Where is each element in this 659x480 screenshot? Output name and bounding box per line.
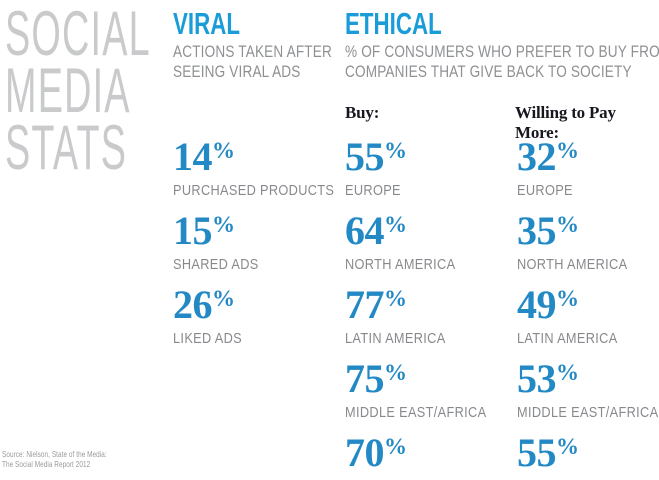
- ethical-section-header: ETHICAL % OF CONSUMERS WHO PREFER TO BUY…: [345, 6, 659, 81]
- willing-column-header: Willing to Pay More:: [515, 103, 616, 142]
- stat-label: EUROPE: [517, 182, 659, 199]
- stat-number: 35: [517, 208, 557, 253]
- percent-sign: %: [556, 360, 579, 385]
- stat-label: LATIN AMERICA: [517, 330, 659, 347]
- stat-label: NORTH AMERICA: [345, 256, 511, 273]
- stat-number: 32: [517, 134, 557, 179]
- page-title-line-3: STATS: [5, 113, 128, 183]
- stat-label-text: NORTH AMERICA: [517, 256, 628, 273]
- stat-row-willing-asia-pacific: 55% ASIA PACIFIC: [517, 433, 659, 480]
- stat-value: 53%: [517, 359, 659, 403]
- stat-row-viral-liked: 26% LIKED ADS: [173, 285, 363, 347]
- ethical-heading-text: ETHICAL: [345, 6, 442, 41]
- viral-subtitle-line-2: SEEING VIRAL ADS: [173, 61, 301, 81]
- source-line-1: Source: Nielson, State of the Media:: [2, 449, 107, 459]
- stat-row-viral-shared: 15% SHARED ADS: [173, 211, 363, 273]
- percent-sign: %: [212, 286, 235, 311]
- stat-label-text: MIDDLE EAST/AFRICA: [345, 404, 487, 421]
- stat-label: MIDDLE EAST/AFRICA: [345, 404, 511, 421]
- stat-label: NORTH AMERICA: [517, 256, 659, 273]
- ethical-subtitle-line-2: COMPANIES THAT GIVE BACK TO SOCIETY: [345, 61, 632, 81]
- stat-label: LIKED ADS: [173, 330, 363, 347]
- stat-value: 77%: [345, 285, 511, 329]
- stat-label-text: EUROPE: [517, 182, 573, 199]
- stat-number: 14: [173, 134, 213, 179]
- stat-value: 35%: [517, 211, 659, 255]
- percent-sign: %: [556, 286, 579, 311]
- stat-value: 14%: [173, 137, 363, 181]
- stat-number: 77: [345, 282, 385, 327]
- ethical-subtitle-line-1: % OF CONSUMERS WHO PREFER TO BUY FROM: [345, 42, 659, 61]
- page-title: SOCIAL MEDIA STATS: [5, 0, 248, 183]
- stat-label-text: NORTH AMERICA: [345, 256, 456, 273]
- stat-number: 49: [517, 282, 557, 327]
- viral-subtitle-line-1: ACTIONS TAKEN AFTER: [173, 42, 332, 61]
- percent-sign: %: [384, 286, 407, 311]
- percent-sign: %: [212, 212, 235, 237]
- stat-label-text: MIDDLE EAST/AFRICA: [517, 404, 659, 421]
- stat-row-willing-north-america: 35% NORTH AMERICA: [517, 211, 659, 273]
- stat-number: 55: [517, 430, 557, 475]
- percent-sign: %: [556, 434, 579, 459]
- stat-label-text: LATIN AMERICA: [345, 330, 446, 347]
- stat-value: 15%: [173, 211, 363, 255]
- stat-row-viral-purchased: 14% PURCHASED PRODUCTS: [173, 137, 363, 199]
- stat-label: PURCHASED PRODUCTS: [173, 182, 363, 199]
- stat-row-willing-europe: 32% EUROPE: [517, 137, 659, 199]
- stat-number: 15: [173, 208, 213, 253]
- stat-label: EUROPE: [345, 182, 511, 199]
- stat-value: 26%: [173, 285, 363, 329]
- stat-number: 55: [345, 134, 385, 179]
- source-line-2: The Social Media Report 2012: [2, 458, 91, 469]
- page-title-line-2: MEDIA: [5, 56, 131, 126]
- buy-column-header: Buy:: [345, 103, 380, 122]
- percent-sign: %: [212, 138, 235, 163]
- percent-sign: %: [384, 360, 407, 385]
- stat-number: 64: [345, 208, 385, 253]
- stat-label: MIDDLE EAST/AFRICA: [517, 404, 659, 421]
- stat-row-buy-north-america: 64% NORTH AMERICA: [345, 211, 511, 273]
- percent-sign: %: [384, 138, 407, 163]
- ethical-subtitle: % OF CONSUMERS WHO PREFER TO BUY FROM CO…: [345, 42, 659, 81]
- percent-sign: %: [556, 212, 579, 237]
- stat-row-buy-latin-america: 77% LATIN AMERICA: [345, 285, 511, 347]
- buy-stats-column: 55% EUROPE 64% NORTH AMERICA 77% LATIN A…: [345, 137, 511, 480]
- stat-value: 55%: [345, 137, 511, 181]
- percent-sign: %: [556, 138, 579, 163]
- stat-label-text: SHARED ADS: [173, 256, 259, 273]
- stat-label-text: LATIN AMERICA: [517, 330, 618, 347]
- stat-row-willing-middle-east-africa: 53% MIDDLE EAST/AFRICA: [517, 359, 659, 421]
- willing-stats-column: 32% EUROPE 35% NORTH AMERICA 49% LATIN A…: [517, 137, 659, 480]
- stat-number: 70: [345, 430, 385, 475]
- stat-label: LATIN AMERICA: [345, 330, 511, 347]
- stat-label: SHARED ADS: [173, 256, 363, 273]
- source-note: Source: Nielson, State of the Media: The…: [2, 444, 142, 468]
- viral-stats-column: 14% PURCHASED PRODUCTS 15% SHARED ADS 26…: [173, 137, 363, 361]
- stat-row-buy-middle-east-africa: 75% MIDDLE EAST/AFRICA: [345, 359, 511, 421]
- viral-section-header: VIRAL ACTIONS TAKEN AFTER SEEING VIRAL A…: [173, 6, 372, 81]
- viral-heading: VIRAL: [173, 6, 372, 41]
- percent-sign: %: [384, 212, 407, 237]
- stat-value: 32%: [517, 137, 659, 181]
- stat-value: 64%: [345, 211, 511, 255]
- stat-row-buy-asia-pacific: 70% ASIA PACIFIC: [345, 433, 511, 480]
- viral-subtitle: ACTIONS TAKEN AFTER SEEING VIRAL ADS: [173, 42, 372, 81]
- stat-value: 70%: [345, 433, 511, 477]
- stat-value: 55%: [517, 433, 659, 477]
- stat-value: 75%: [345, 359, 511, 403]
- viral-heading-text: VIRAL: [173, 6, 240, 41]
- stat-label-text: LIKED ADS: [173, 330, 242, 347]
- percent-sign: %: [384, 434, 407, 459]
- stat-row-buy-europe: 55% EUROPE: [345, 137, 511, 199]
- stat-label-text: PURCHASED PRODUCTS: [173, 182, 335, 199]
- stat-number: 53: [517, 356, 557, 401]
- stat-label-text: EUROPE: [345, 182, 401, 199]
- stat-value: 49%: [517, 285, 659, 329]
- stat-number: 26: [173, 282, 213, 327]
- ethical-heading: ETHICAL: [345, 6, 659, 41]
- stat-number: 75: [345, 356, 385, 401]
- stat-row-willing-latin-america: 49% LATIN AMERICA: [517, 285, 659, 347]
- page-title-line-1: SOCIAL: [5, 0, 151, 69]
